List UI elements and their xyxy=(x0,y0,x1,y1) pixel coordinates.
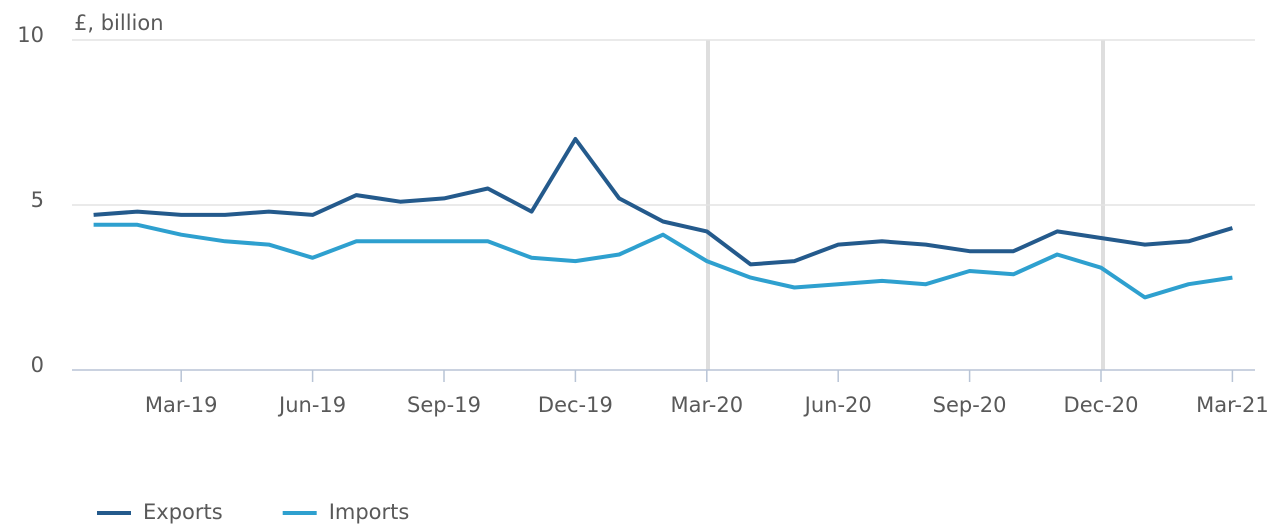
x-tick-label: Jun-19 xyxy=(277,393,346,417)
y-axis-label: £, billion xyxy=(74,11,164,35)
x-tick-label: Dec-20 xyxy=(1064,393,1139,417)
x-tick-label: Sep-20 xyxy=(933,393,1007,417)
x-tick-label: Jun-20 xyxy=(803,393,872,417)
legend-label: Exports xyxy=(143,500,223,524)
series-line xyxy=(93,137,1233,267)
series-line xyxy=(93,222,1233,300)
x-tick-label: Mar-19 xyxy=(145,393,218,417)
y-tick-label: 10 xyxy=(17,23,44,47)
y-tick-label: 0 xyxy=(31,353,44,377)
y-tick-label: 5 xyxy=(31,188,44,212)
x-tick-label: Dec-19 xyxy=(538,393,613,417)
x-tick-label: Mar-21 xyxy=(1196,393,1269,417)
x-tick-label: Mar-20 xyxy=(671,393,744,417)
legend-label: Imports xyxy=(329,500,410,524)
x-tick-label: Sep-19 xyxy=(407,393,481,417)
